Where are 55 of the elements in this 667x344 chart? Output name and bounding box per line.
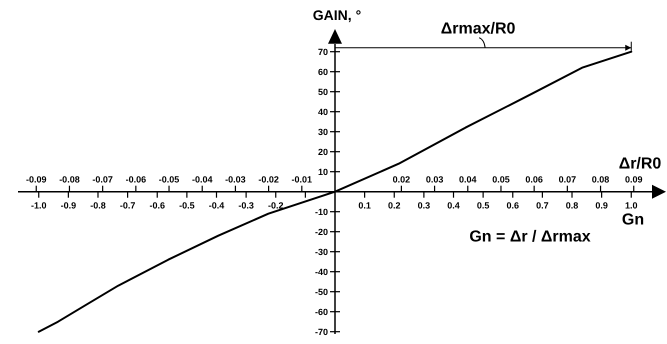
x-axis-title: Gn <box>622 212 644 229</box>
text: Δrmax/R0 <box>440 20 516 38</box>
x2-tick-label: 0.06 <box>525 174 543 185</box>
x-tick-label: -0.7 <box>120 200 136 211</box>
x2-tick-label: -0.04 <box>192 174 212 185</box>
x-tick-label: 0.1 <box>358 200 371 211</box>
x-tick-label: 0.8 <box>566 200 578 211</box>
x-tick-label: 1.0 <box>625 200 638 211</box>
y-tick-label: 30 <box>318 127 328 138</box>
y-tick-label: 10 <box>318 167 328 178</box>
annotation: Gn = Δr / Δrmax <box>469 228 591 246</box>
x-tick-label: -0.3 <box>238 200 254 211</box>
x-tick-label: -1.0 <box>30 200 46 211</box>
x2-tick-label: -0.03 <box>225 174 246 185</box>
x-tick-label: 0.5 <box>476 200 490 211</box>
y-tick-label: 40 <box>318 107 328 118</box>
x2-tick-label: 0.04 <box>459 174 477 185</box>
x-tick-label: 0.6 <box>506 200 520 211</box>
x-tick-label: -0.4 <box>208 200 224 211</box>
y-tick-label: -60 <box>314 307 328 318</box>
y-tick-label: 50 <box>318 87 328 98</box>
y-tick-label: -30 <box>314 247 328 258</box>
x-tick-label: -0.8 <box>90 200 106 211</box>
y-tick-label: 60 <box>318 67 328 78</box>
y-tick-label: -70 <box>314 327 328 338</box>
x2-tick-label: 0.05 <box>492 174 510 185</box>
y-tick-label: -50 <box>314 287 328 298</box>
x2-tick-label: 0.02 <box>392 174 410 185</box>
y-tick-label: -10 <box>314 207 328 218</box>
y-axis-title: GAIN, ° <box>312 7 362 23</box>
x-tick-label: -0.5 <box>179 200 195 211</box>
y-tick-label: 20 <box>318 147 328 158</box>
x2-axis-title: Δr/R0 <box>618 156 662 173</box>
x-tick-label: -0.6 <box>149 200 165 211</box>
x-tick-label: 0.3 <box>418 200 430 211</box>
x2-tick-label: 0.03 <box>426 174 444 185</box>
x2-tick-label: -0.09 <box>26 174 47 185</box>
x2-tick-label: 0.08 <box>592 174 610 185</box>
x2-tick-label: -0.08 <box>59 174 80 185</box>
y-tick-label: -40 <box>314 267 328 278</box>
x-tick-label: 0.7 <box>536 200 549 211</box>
x-tick-label: -0.9 <box>60 200 76 211</box>
x2-tick-label: 0.07 <box>558 174 576 185</box>
x-tick-label: 0.2 <box>388 200 401 211</box>
x2-tick-label: -0.01 <box>292 174 312 185</box>
y-tick-label: -20 <box>314 227 328 238</box>
x2-tick-label: 0.09 <box>624 174 643 185</box>
x2-tick-label: -0.02 <box>258 174 279 185</box>
x-tick-label: 0.4 <box>447 200 460 211</box>
x-tick-label: -0.2 <box>268 200 284 211</box>
y-tick-label: 70 <box>318 47 328 58</box>
x2-tick-label: -0.07 <box>92 174 113 185</box>
x2-tick-label: -0.05 <box>158 174 180 185</box>
x2-tick-label: -0.06 <box>126 174 146 185</box>
x-tick-label: 0.9 <box>595 200 608 211</box>
